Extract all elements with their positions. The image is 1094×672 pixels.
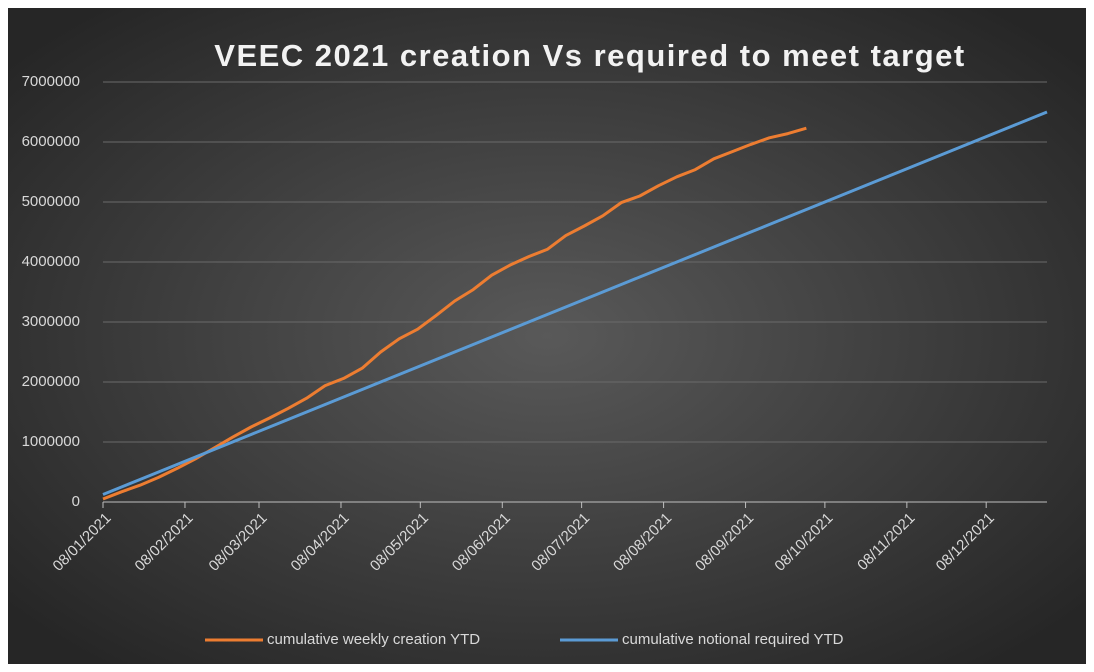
y-tick-label: 0 <box>72 493 80 510</box>
y-tick-label: 4000000 <box>22 253 80 270</box>
series-line <box>102 126 807 501</box>
legend-label: cumulative weekly creation YTD <box>267 631 480 648</box>
legend-label: cumulative notional required YTD <box>622 631 844 648</box>
y-tick-label: 1000000 <box>22 433 80 450</box>
y-tick-label: 2000000 <box>22 373 80 390</box>
y-tick-label: 3000000 <box>22 313 80 330</box>
y-tick-label: 5000000 <box>22 193 80 210</box>
y-tick-label: 6000000 <box>22 133 80 150</box>
y-tick-label: 7000000 <box>22 73 80 90</box>
series-line <box>102 110 1048 496</box>
chart-title: VEEC 2021 creation Vs required to meet t… <box>214 38 965 73</box>
chart-background <box>8 8 1086 664</box>
